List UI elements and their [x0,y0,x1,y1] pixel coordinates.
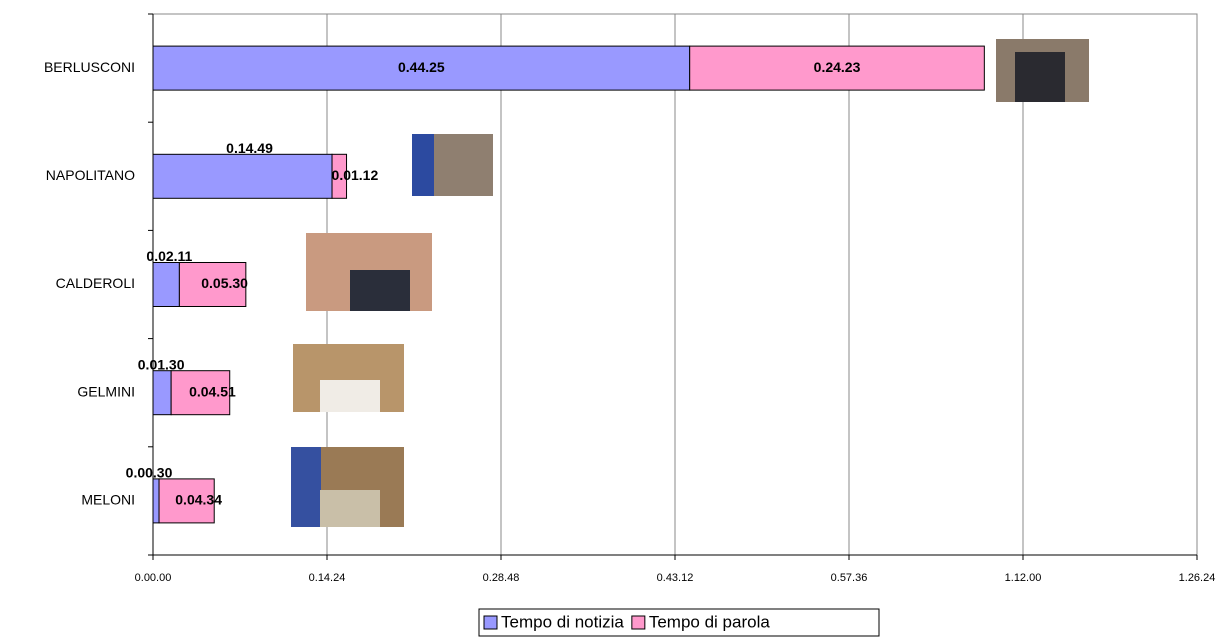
value-label: 0.14.49 [226,140,273,156]
value-label: 0.04.51 [189,383,236,399]
x-tick-label: 0.00.00 [135,572,172,584]
legend-label: Tempo di parola [649,612,771,631]
category-label: BERLUSCONI [44,59,135,75]
photo-detail [350,270,410,311]
category-label: GELMINI [77,383,135,399]
value-label: 0.01.12 [332,167,379,183]
photo-detail [1015,52,1065,102]
legend-swatch [483,615,498,630]
bar-segment [178,262,247,307]
x-tick-label: 0.43.12 [657,572,694,584]
category-label: MELONI [81,492,135,508]
photo-detail [320,380,380,412]
photo-detail [320,490,380,527]
value-label: 0.00.30 [126,465,173,481]
value-label: 0.24.23 [814,59,861,75]
bar-segment [158,478,215,524]
bar-segment [170,370,231,416]
category-label: CALDEROLI [56,275,135,291]
photo-detail [412,134,434,196]
x-tick-label: 1.12.00 [1005,572,1042,584]
value-label: 0.05.30 [201,275,248,291]
bar-segment [689,45,985,91]
value-label: 0.44.25 [398,59,445,75]
bar-segment [152,370,172,416]
x-tick-label: 0.57.36 [831,572,868,584]
legend-label: Tempo di notizia [501,612,624,631]
category-label: NAPOLITANO [46,167,135,183]
bar-segment [152,153,333,199]
photo-detail [291,447,321,527]
legend-frame [478,608,880,637]
x-tick-label: 0.14.24 [309,572,346,584]
value-label: 0.04.34 [175,492,222,508]
legend: Tempo di notizia Tempo di parola [478,608,880,637]
bar-segment [331,153,348,199]
value-label: 0.01.30 [138,356,185,372]
x-tick-label: 1.26.24 [1179,572,1216,584]
legend-swatch [631,615,646,630]
bar-segment [152,262,180,307]
value-label: 0.02.11 [146,248,192,264]
photos [291,39,1089,527]
bar-segment [152,45,691,91]
bar-segment [152,478,160,524]
x-tick-label: 0.28.48 [483,572,520,584]
